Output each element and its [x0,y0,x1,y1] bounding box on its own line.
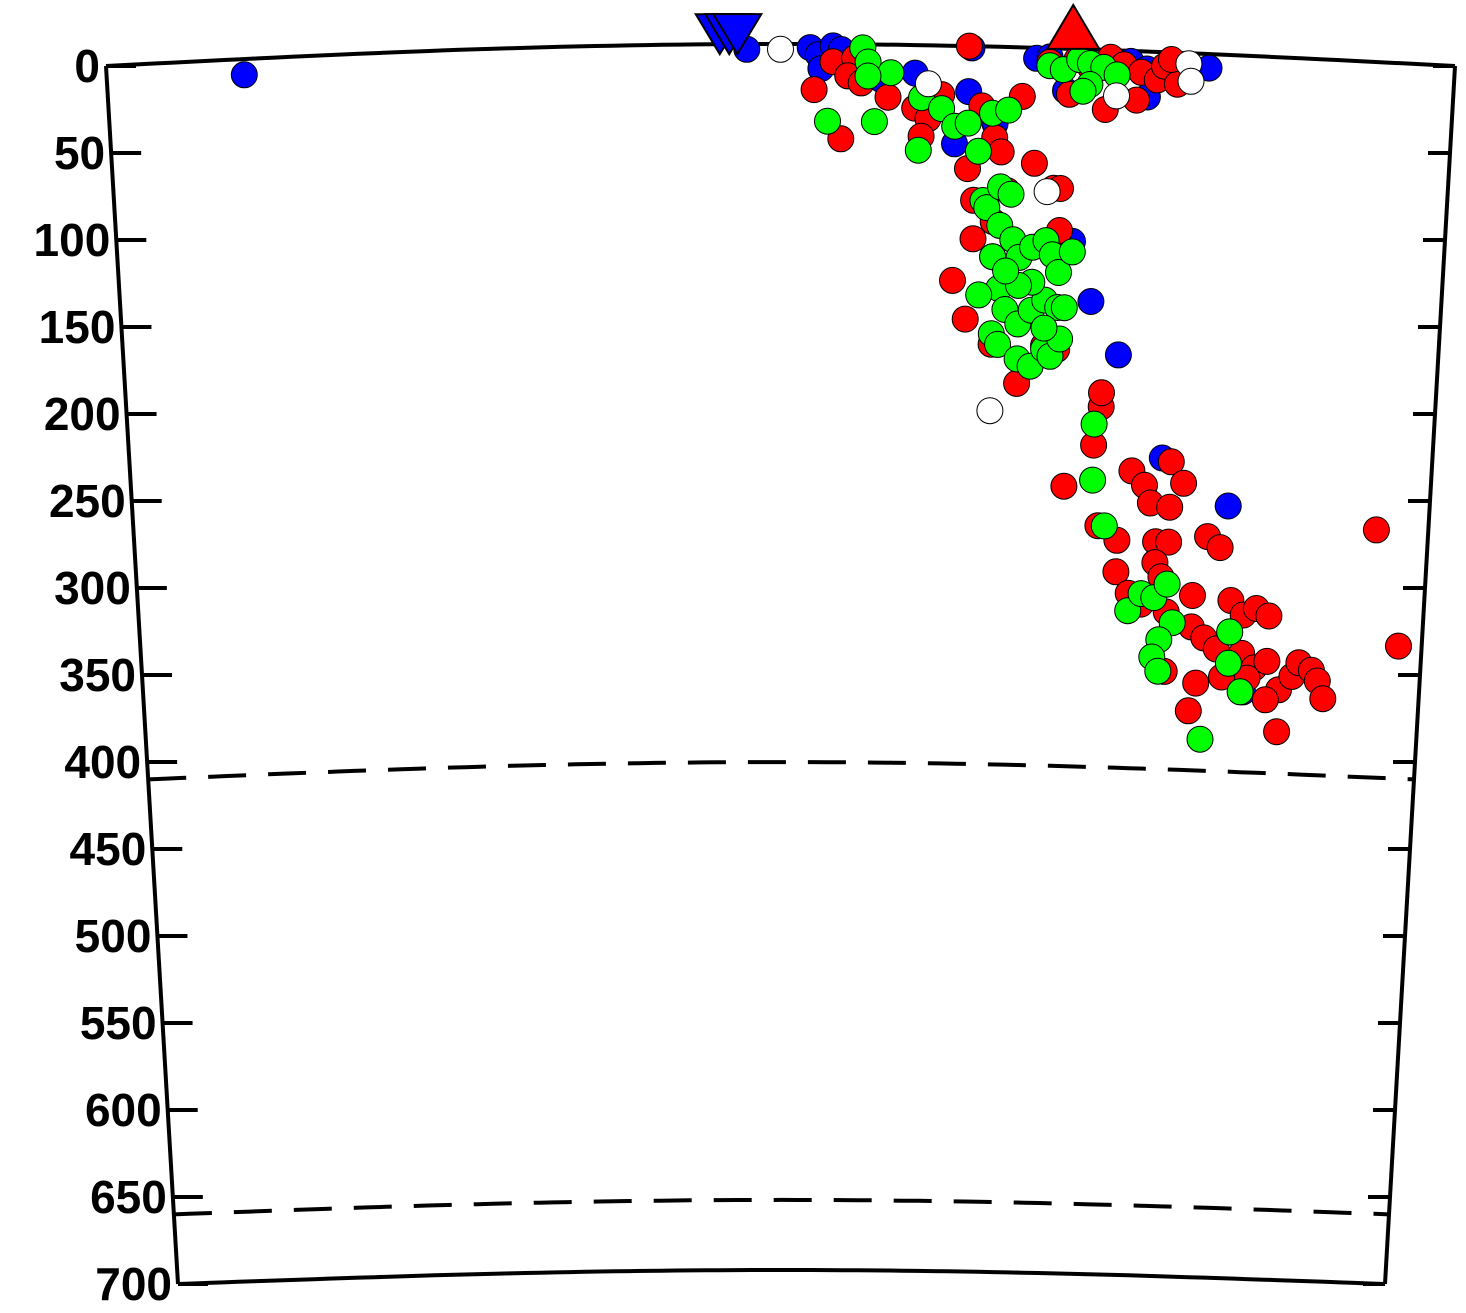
event-point [1255,602,1283,630]
event-point [1179,582,1206,609]
event-point [230,61,258,89]
event-point [814,107,841,135]
event-point [1157,448,1185,476]
event-point [767,35,794,63]
event-point [1309,685,1337,713]
event-point [1156,493,1184,521]
event-point [1058,238,1086,266]
event-point [1080,410,1108,438]
event-point [1144,657,1172,685]
event-point [964,137,992,165]
bottom-boundary [177,1268,1386,1286]
event-point [1226,678,1254,706]
event-point [800,76,828,104]
y-tick-label: 50 [54,127,105,179]
y-tick-label: 500 [75,910,152,962]
event-point [1153,570,1181,598]
event-point [1050,472,1078,500]
event-point [1088,379,1115,407]
y-tick-label: 150 [39,301,116,353]
event-point [1155,528,1183,556]
event-point [1030,314,1058,342]
event-point [1069,77,1097,105]
y-tick-label: 700 [95,1258,172,1310]
event-point [1079,466,1107,494]
hypocenter-points [230,32,1412,753]
event-point [1103,82,1130,110]
y-tick-label: 300 [54,562,131,614]
event-point [965,281,993,309]
event-point [1253,647,1281,675]
y-axis-ticks [106,64,1455,1286]
event-point [951,305,979,333]
volcano-triangle-marker [1045,2,1101,50]
event-point [997,180,1025,208]
event-point [1050,294,1078,322]
surface-markers [694,2,1101,57]
event-point [1045,259,1072,286]
event-point [1251,686,1279,714]
event-point [1206,534,1234,562]
event-point [1216,618,1244,646]
event-point [1385,632,1412,660]
event-point [1186,725,1214,753]
discontinuity-lines [148,760,1415,1217]
event-point [984,330,1012,358]
event-point [976,397,1004,425]
event-point [939,266,966,294]
event-point [1104,341,1132,369]
event-point [1182,669,1210,697]
y-tick-label: 250 [49,475,126,527]
event-point [1020,149,1048,177]
y-tick-label: 450 [70,823,147,875]
event-point [992,257,1020,285]
event-point [955,32,983,60]
event-point [987,138,1015,166]
y-axis-tick-labels: 0 50 100 150 200 250 300 350 400 450 500 550 600 650 7… [34,40,172,1310]
y-tick-label: 100 [34,214,111,266]
y-tick-label: 550 [80,997,157,1049]
event-point [1102,558,1130,586]
y-tick-label: 0 [74,40,100,92]
event-point [874,83,902,111]
event-point [1090,512,1118,540]
event-point [1170,469,1198,497]
y-tick-label: 650 [90,1171,167,1223]
y-tick-label: 600 [85,1084,162,1136]
event-point [1033,178,1061,206]
discontinuity-line [173,1197,1390,1217]
discontinuity-line [148,760,1415,782]
event-point [959,225,987,253]
event-point [1214,649,1242,677]
event-point [914,70,942,98]
y-tick-label: 400 [64,736,141,788]
event-point [860,108,888,136]
station-inverted-triangle-marker [711,13,764,57]
event-point [1214,492,1242,520]
event-point [877,59,905,87]
event-point [995,96,1023,124]
event-point [1177,67,1205,95]
event-point [954,109,982,137]
event-point [1077,288,1105,315]
y-tick-label: 200 [44,388,121,440]
y-tick-label: 350 [59,649,136,701]
event-point [854,62,882,90]
event-point [1174,697,1202,725]
event-point [1263,718,1291,746]
event-point [904,136,932,164]
event-point [1362,516,1390,544]
